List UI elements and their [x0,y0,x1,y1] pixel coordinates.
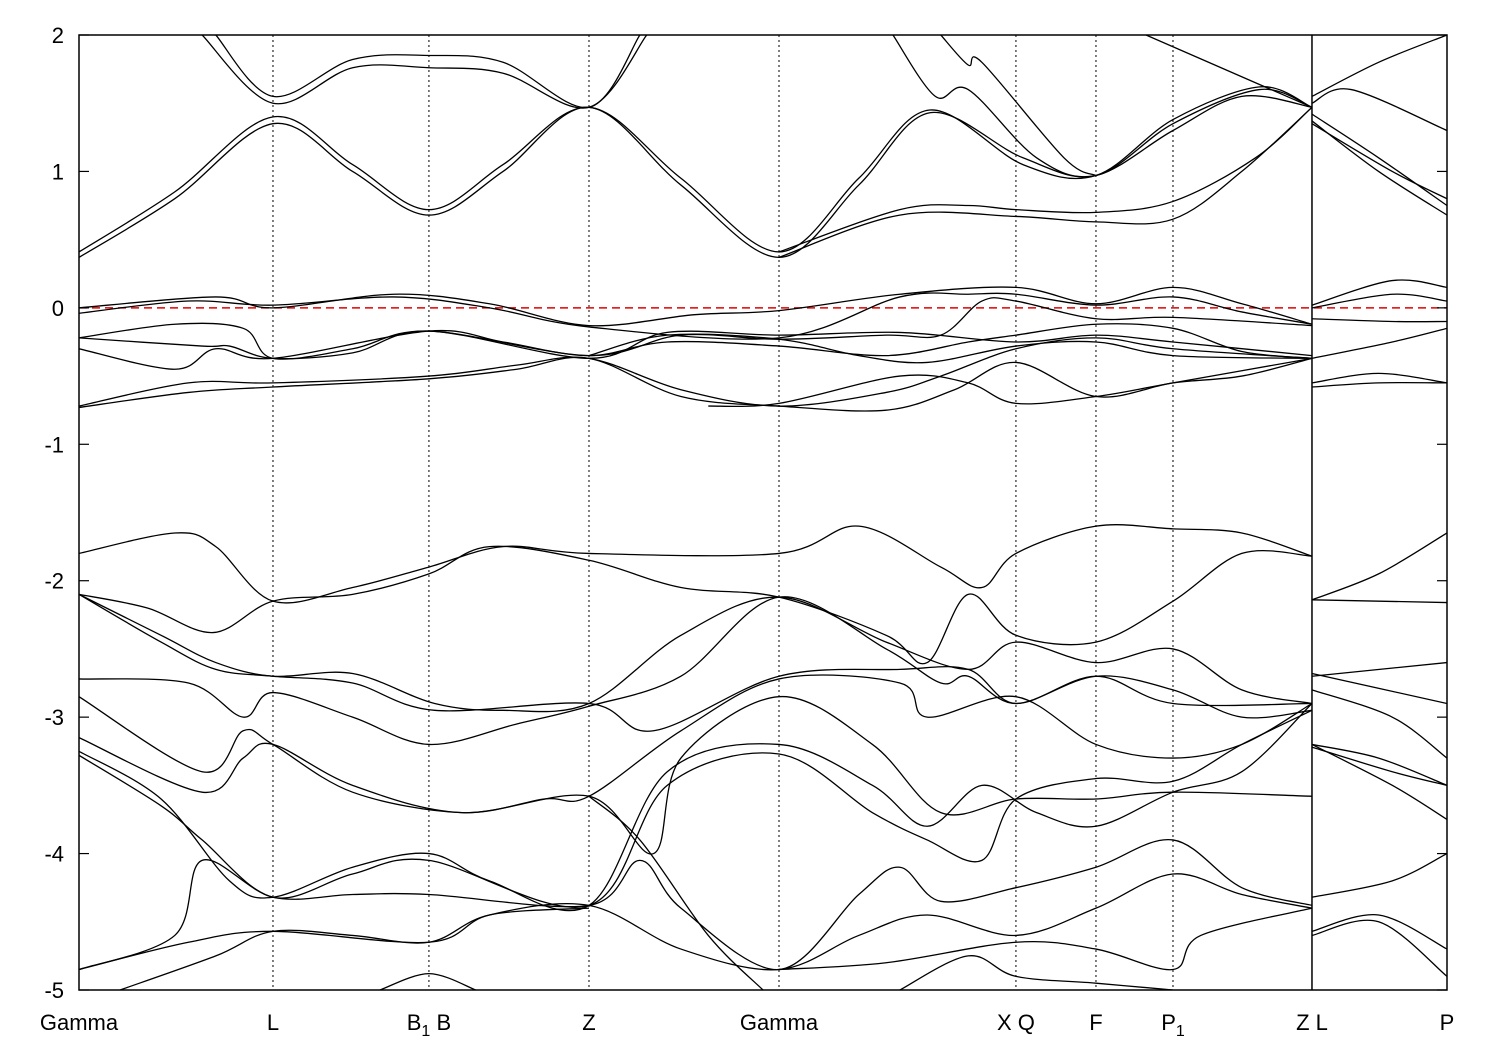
band-line [79,356,1447,412]
y-tick-label: -3 [44,705,64,730]
band-line [79,86,1447,253]
plot-frame [78,34,1448,991]
x-tick-label: F [1089,1010,1102,1035]
y-tick-label: -2 [44,569,64,594]
label-main: L [267,1010,279,1035]
band-line [119,907,590,990]
band-line [79,88,1447,259]
label-main: P [1161,1010,1176,1035]
band-line [79,327,1447,360]
label-main: X [997,1010,1012,1035]
band-line [79,318,1447,370]
band-line [1145,35,1313,108]
band-line [79,279,1447,327]
band-line [1311,919,1447,977]
y-axis: -5 -4 -3 -2 -1 0 1 2 [44,23,1447,1003]
band-line [79,873,1447,971]
y-tick-label: 2 [52,23,64,48]
label-main: P [1440,1010,1455,1035]
band-line [79,703,1447,912]
label-main: F [1089,1010,1102,1035]
x-tick-label: X Q [997,1010,1035,1035]
band-line [79,696,1312,855]
label-subscript: 1 [1176,1023,1185,1040]
x-tick-label: Z L [1296,1010,1328,1035]
label-main: Gamma [740,1010,819,1035]
label-main: Z [1296,1010,1309,1035]
band-line [79,709,1447,908]
band-line [1311,35,1447,97]
band-line [778,106,1313,253]
band-line [588,333,1312,364]
band-line [79,337,1447,407]
x-tick-label: Gamma [740,1010,819,1035]
band-line [79,838,1447,971]
label-suffix: L [1310,1010,1328,1035]
x-tick-label: L [267,1010,279,1035]
label-main: B [407,1010,422,1035]
band-line [940,35,1097,177]
band-line [892,35,1313,178]
x-tick-label: B1 B [407,1010,451,1040]
y-tick-label: 0 [52,296,64,321]
x-tick-label: Gamma [40,1010,119,1035]
y-tick-label: -4 [44,842,64,867]
label-main: Z [582,1010,595,1035]
band-line [778,907,1313,971]
band-line [79,524,1447,604]
band-line [899,955,1174,990]
band-line [79,545,1447,665]
band-line [79,596,1447,746]
x-tick-label: P [1440,1010,1455,1035]
label-subscript: 1 [421,1023,430,1040]
band-line [79,674,1447,814]
band-line [79,292,1447,340]
band-line [1311,88,1447,132]
label-main: Gamma [40,1010,119,1035]
band-line [379,972,476,990]
band-line [778,106,1313,258]
band-line [708,357,1313,408]
band-line [215,35,641,109]
y-tick-label: -5 [44,978,64,1003]
x-tick-label: P1 [1161,1010,1185,1040]
symmetry-lines [272,35,1313,990]
label-suffix: B [430,1010,451,1035]
band-line [588,795,764,990]
band-line [201,35,648,109]
band-line [1311,123,1447,200]
y-tick-label: 1 [52,159,64,184]
label-suffix: Q [1012,1010,1035,1035]
x-tick-label: Z [582,1010,595,1035]
y-tick-label: -1 [44,432,64,457]
bands [79,35,1447,990]
